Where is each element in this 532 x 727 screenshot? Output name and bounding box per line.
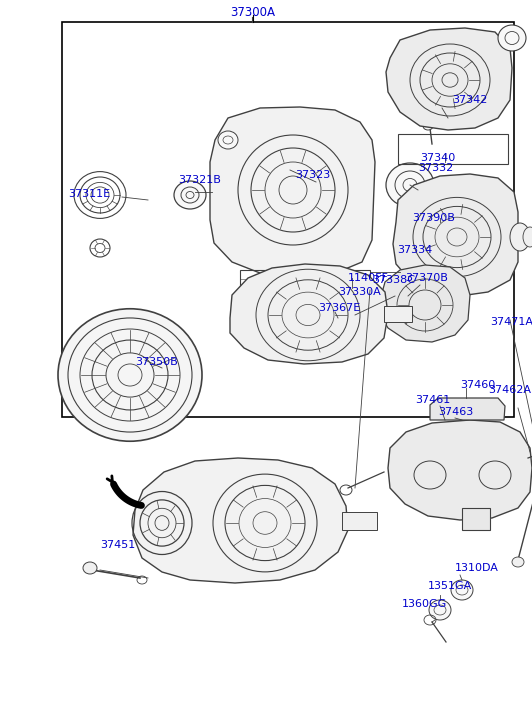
Text: 1140FF: 1140FF [348, 273, 389, 283]
Text: 37338C: 37338C [372, 275, 415, 285]
Text: 37311E: 37311E [68, 189, 110, 199]
Polygon shape [393, 174, 518, 296]
Ellipse shape [451, 580, 473, 600]
Ellipse shape [512, 557, 524, 567]
Text: 37367E: 37367E [318, 303, 360, 313]
Polygon shape [388, 420, 532, 520]
Text: 37370B: 37370B [405, 273, 448, 283]
Text: 37332: 37332 [418, 163, 453, 173]
Ellipse shape [510, 223, 530, 251]
Text: 37340: 37340 [420, 153, 455, 163]
Text: 37390B: 37390B [412, 213, 455, 223]
Ellipse shape [386, 163, 434, 207]
Ellipse shape [429, 600, 451, 620]
Ellipse shape [58, 309, 202, 441]
Text: 37462A: 37462A [488, 385, 531, 395]
Text: 37321B: 37321B [178, 175, 221, 185]
Polygon shape [133, 458, 348, 583]
Ellipse shape [423, 122, 433, 130]
Text: 37471A: 37471A [490, 317, 532, 327]
Ellipse shape [321, 302, 335, 314]
Text: 37350B: 37350B [135, 357, 178, 367]
Text: 37460: 37460 [460, 380, 495, 390]
Text: 37323: 37323 [295, 170, 330, 180]
Ellipse shape [174, 181, 206, 209]
Text: 37300A: 37300A [230, 6, 276, 18]
Bar [240, 270, 370, 288]
Text: 37461: 37461 [415, 395, 450, 405]
Ellipse shape [523, 227, 532, 247]
Bar [62, 22, 514, 417]
Bar [342, 512, 377, 530]
Polygon shape [386, 28, 512, 130]
Bar [384, 306, 412, 322]
Text: 37342: 37342 [452, 95, 487, 105]
Ellipse shape [83, 562, 97, 574]
Polygon shape [210, 107, 375, 275]
Text: 1310DA: 1310DA [455, 563, 499, 573]
Ellipse shape [68, 318, 192, 432]
Text: 37463: 37463 [438, 407, 473, 417]
Text: 1351GA: 1351GA [428, 581, 472, 591]
Bar [462, 508, 490, 530]
Text: 37451: 37451 [100, 540, 135, 550]
Bar [398, 134, 508, 164]
Text: 1360GG: 1360GG [402, 599, 447, 609]
Ellipse shape [218, 131, 238, 149]
Polygon shape [230, 264, 388, 364]
Polygon shape [380, 265, 470, 342]
Polygon shape [430, 398, 505, 420]
Text: 37334: 37334 [397, 245, 432, 255]
Text: 37330A: 37330A [338, 287, 381, 297]
Ellipse shape [498, 25, 526, 51]
